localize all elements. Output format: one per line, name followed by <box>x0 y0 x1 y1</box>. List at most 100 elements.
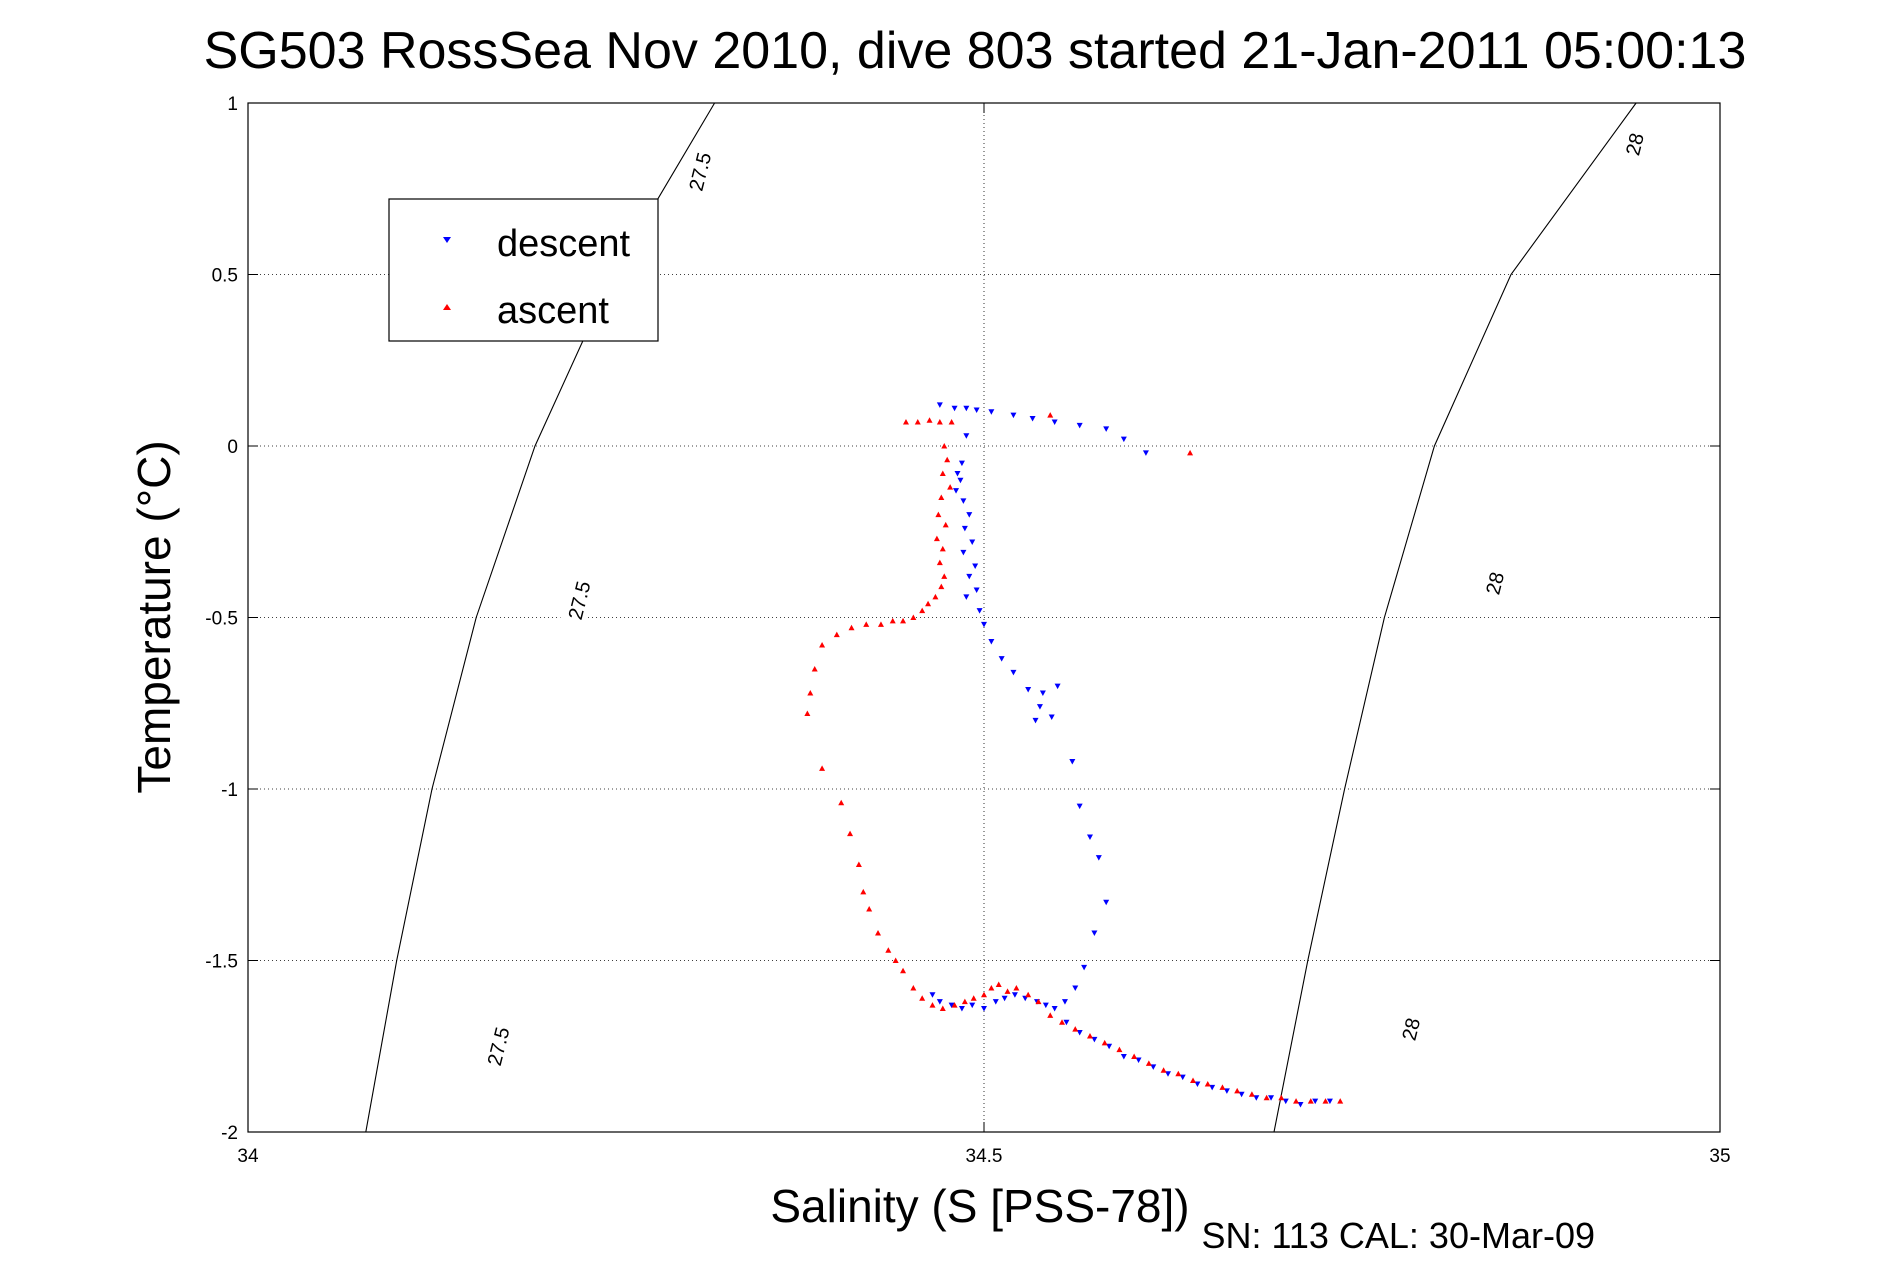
ascent-point <box>1101 1039 1108 1046</box>
descent-point <box>969 539 976 546</box>
ascent-point <box>939 545 946 552</box>
descent-point <box>958 1006 965 1012</box>
legend-descent-marker <box>443 237 451 243</box>
density-contour-28 <box>1273 102 1637 1133</box>
descent-point <box>1268 1095 1275 1101</box>
descent-point <box>963 405 970 412</box>
descent-point <box>1061 999 1068 1005</box>
descent-point <box>954 470 961 477</box>
descent-point <box>1076 1030 1083 1036</box>
descent-point <box>1032 717 1039 724</box>
descent-point <box>1001 995 1008 1002</box>
ascent-point <box>914 418 921 425</box>
descent-point <box>1095 855 1102 861</box>
ascent-point <box>1025 991 1032 998</box>
ascent-point <box>910 984 917 991</box>
ascent-point <box>910 614 917 620</box>
ascent-point <box>947 484 954 490</box>
descent-point <box>998 656 1005 662</box>
descent-point <box>960 498 967 504</box>
ascent-point <box>1059 1019 1066 1025</box>
ascent-point <box>936 559 943 566</box>
descent-point <box>972 563 979 570</box>
descent-point <box>953 488 960 494</box>
ascent-point <box>875 930 882 936</box>
descent-point <box>1194 1081 1201 1087</box>
descent-point <box>1086 834 1093 841</box>
y-tick-label: 0.5 <box>212 266 238 287</box>
contour-label: 28 <box>1398 1016 1425 1043</box>
descent-point <box>1312 1098 1319 1105</box>
ascent-point <box>925 600 932 607</box>
ascent-point <box>860 888 867 895</box>
ascent-point <box>1013 984 1020 991</box>
ascent-point <box>885 947 892 953</box>
descent-point <box>966 512 973 518</box>
ascent-point <box>939 470 946 476</box>
y-tick-label: -0.5 <box>205 609 238 630</box>
x-tick-label: 35 <box>1709 1146 1730 1167</box>
ascent-point <box>932 593 939 600</box>
descent-point <box>969 1002 976 1009</box>
descent-point <box>966 573 973 580</box>
contour-label: 28 <box>1482 570 1509 597</box>
legend: descent ascent <box>388 198 659 342</box>
ascent-point <box>838 799 845 806</box>
ascent-point <box>811 665 818 672</box>
ascent-point <box>919 995 926 1001</box>
ascent-point <box>988 984 995 991</box>
descent-point <box>1297 1102 1304 1108</box>
ascent-point <box>1190 1077 1197 1084</box>
descent-point <box>963 433 970 439</box>
contour-label: 28 <box>1622 131 1649 158</box>
ascent-point <box>863 621 870 627</box>
descent-point <box>1165 1071 1171 1077</box>
ascent-point <box>1116 1046 1123 1053</box>
descent-point <box>1051 1006 1058 1012</box>
descent-point <box>1091 930 1098 937</box>
descent-point <box>1039 690 1046 696</box>
descent-point <box>1036 704 1043 710</box>
ascent-point <box>902 418 909 425</box>
ascent-point <box>935 511 942 518</box>
ascent-point <box>848 624 855 631</box>
descent-point <box>992 999 999 1005</box>
ascent-point <box>804 710 811 717</box>
ascent-point <box>1145 1060 1152 1066</box>
ascent-point <box>1293 1098 1300 1104</box>
descent-point <box>1103 899 1110 906</box>
ascent-point <box>1047 412 1054 418</box>
ascent-point <box>1204 1080 1211 1087</box>
descent-point <box>1072 985 1079 991</box>
ascent-point <box>1322 1098 1329 1104</box>
descent-point <box>960 549 967 556</box>
descent-series <box>929 402 1333 1108</box>
descent-point <box>1120 436 1127 443</box>
descent-point <box>1042 1002 1049 1009</box>
ascent-point <box>807 689 814 696</box>
descent-point <box>1054 683 1061 690</box>
x-tick-label: 34.5 <box>966 1146 1003 1167</box>
ascent-point <box>1187 449 1194 456</box>
descent-point <box>1238 1091 1245 1098</box>
descent-point <box>958 460 965 467</box>
descent-point <box>1150 1064 1157 1070</box>
descent-point <box>1103 426 1110 432</box>
descent-point <box>1209 1084 1216 1091</box>
ascent-point <box>892 957 899 963</box>
descent-point <box>1010 412 1017 419</box>
descent-point <box>988 409 995 415</box>
descent-point <box>981 1006 987 1012</box>
descent-point <box>1120 1054 1127 1060</box>
descent-point <box>1051 419 1058 425</box>
descent-point <box>1223 1088 1230 1094</box>
ascent-point <box>1278 1094 1285 1101</box>
ascent-point <box>919 607 926 614</box>
ascent-point <box>929 1002 936 1008</box>
contour-label-bg <box>478 1016 517 1076</box>
ascent-point <box>877 621 884 627</box>
legend-descent-label: descent <box>497 223 631 265</box>
ascent-point <box>936 418 943 425</box>
y-axis-label: Temperature (°C) <box>128 440 180 793</box>
